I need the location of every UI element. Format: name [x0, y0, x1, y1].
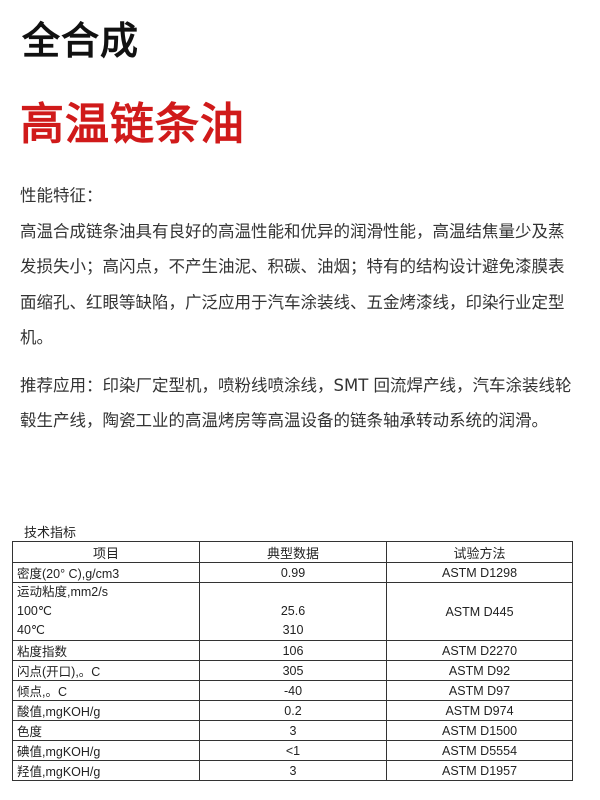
table-row: 碘值,mgKOH/g <1 ASTM D5554 [12, 740, 573, 761]
cell-method: ASTM D5554 [386, 740, 573, 761]
cell-value: 0.2 [199, 700, 387, 721]
header-value: 典型数据 [199, 541, 387, 563]
cell-method: ASTM D1298 [386, 562, 573, 583]
cell-method: ASTM D1957 [386, 760, 573, 781]
cell-value: 305 [199, 660, 387, 681]
cell-method: ASTM D1500 [386, 720, 573, 741]
cell-method: ASTM D92 [386, 660, 573, 681]
cell-value: -40 [199, 680, 387, 701]
cell-value: 106 [199, 640, 387, 661]
features-text: 高温合成链条油具有良好的高温性能和优异的润滑性能，高温结焦量少及蒸发损失小；高闪… [20, 221, 565, 348]
table-row: 羟值,mgKOH/g 3 ASTM D1957 [12, 760, 573, 781]
header-method: 试验方法 [386, 541, 573, 563]
header-item: 项目 [12, 541, 200, 563]
table-row: 粘度指数 106 ASTM D2270 [12, 640, 573, 661]
cell-value: <1 [199, 740, 387, 761]
features-heading: 性能特征： [20, 186, 103, 205]
cell-item: 粘度指数 [12, 640, 200, 661]
table-row: 运动粘度,mm2/s 100℃ 40℃ 25.6 310 ASTM D445 [12, 582, 573, 641]
viscosity-40c-value: 310 [282, 623, 304, 637]
table-row: 闪点(开口),。C 305 ASTM D92 [12, 660, 573, 681]
cell-item: 色度 [12, 720, 200, 741]
cell-method: ASTM D974 [386, 700, 573, 721]
cell-item: 密度(20° C),g/cm3 [12, 562, 200, 583]
spec-table: 项目 典型数据 试验方法 密度(20° C),g/cm3 0.99 ASTM D… [12, 541, 573, 781]
title-product-name: 高温链条油 [20, 99, 245, 150]
table-row: 密度(20° C),g/cm3 0.99 ASTM D1298 [12, 562, 573, 583]
application-text: 推荐应用：印染厂定型机，喷粉线喷涂线，SMT 回流焊产线，汽车涂装线轮毂生产线，… [20, 375, 572, 431]
cell-item: 闪点(开口),。C [12, 660, 200, 681]
cell-value: 0.99 [199, 562, 387, 583]
cell-value: 3 [199, 760, 387, 781]
spec-heading: 技术指标 [24, 526, 77, 541]
viscosity-label: 运动粘度,mm2/s [17, 585, 108, 599]
viscosity-40c-label: 40℃ [17, 623, 45, 637]
description: 性能特征： 高温合成链条油具有良好的高温性能和优异的润滑性能，高温结焦量少及蒸发… [20, 178, 580, 439]
cell-item: 酸值,mgKOH/g [12, 700, 200, 721]
viscosity-100c-label: 100℃ [17, 604, 52, 618]
cell-method: ASTM D97 [386, 680, 573, 701]
table-header-row: 项目 典型数据 试验方法 [12, 541, 573, 563]
cell-value: 3 [199, 720, 387, 741]
cell-value: 25.6 310 [199, 582, 387, 641]
cell-item: 倾点,。C [12, 680, 200, 701]
table-row: 色度 3 ASTM D1500 [12, 720, 573, 741]
cell-item: 碘值,mgKOH/g [12, 740, 200, 761]
cell-method: ASTM D2270 [386, 640, 573, 661]
table-row: 倾点,。C -40 ASTM D97 [12, 680, 573, 701]
cell-item: 运动粘度,mm2/s 100℃ 40℃ [12, 582, 200, 641]
table-row: 酸值,mgKOH/g 0.2 ASTM D974 [12, 700, 573, 721]
cell-method: ASTM D445 [386, 582, 573, 641]
title-full-synthetic: 全合成 [22, 19, 140, 63]
cell-item: 羟值,mgKOH/g [12, 760, 200, 781]
viscosity-100c-value: 25.6 [280, 604, 306, 618]
